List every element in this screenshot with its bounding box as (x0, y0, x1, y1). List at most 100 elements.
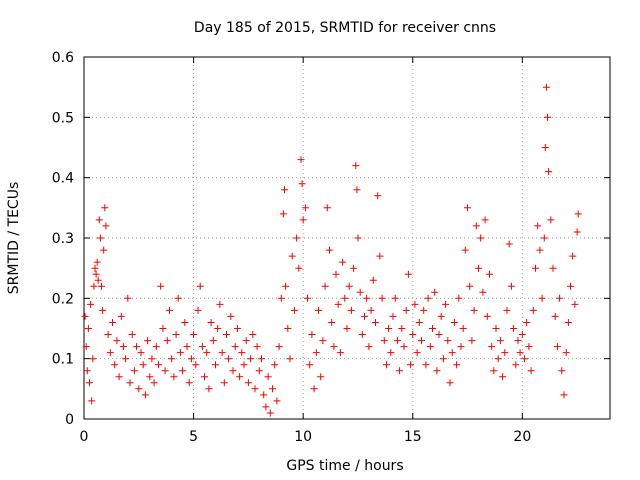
data-point (148, 355, 156, 363)
data-point (573, 228, 581, 236)
chart-title: Day 185 of 2015, SRMTID for receiver cnn… (194, 20, 496, 36)
data-point (106, 349, 114, 357)
data-point (242, 337, 250, 345)
data-point (86, 379, 93, 387)
data-point (223, 331, 230, 338)
data-point (499, 373, 507, 381)
axis-ticks: 0 0.1 0.2 0.3 0.4 0.5 0.6 0 5 10 15 20 (52, 50, 610, 445)
data-point (128, 331, 136, 338)
data-point (407, 361, 415, 369)
data-point (201, 373, 208, 381)
data-point (542, 83, 550, 91)
data-point (534, 222, 542, 230)
data-point (380, 337, 388, 345)
data-point (494, 355, 502, 363)
data-point (240, 361, 248, 369)
data-point (389, 312, 397, 320)
data-point (459, 325, 467, 332)
data-point (369, 276, 377, 284)
data-point (334, 300, 342, 308)
data-point (345, 282, 353, 290)
data-point (341, 294, 349, 302)
data-point (236, 373, 244, 381)
data-point (477, 234, 485, 242)
data-point (109, 319, 116, 326)
data-point (503, 306, 511, 314)
data-point (214, 325, 222, 332)
data-point (133, 343, 141, 351)
data-point (330, 343, 338, 351)
y-tick-label: 0.5 (52, 110, 74, 126)
data-point (299, 216, 307, 224)
plot-frame (83, 56, 611, 420)
data-point (343, 325, 351, 332)
data-point (141, 391, 149, 399)
data-point (549, 264, 557, 272)
data-point (298, 180, 306, 188)
data-point (453, 361, 461, 369)
data-point (444, 337, 452, 345)
data-point (455, 294, 463, 302)
data-point (301, 204, 309, 212)
data-point (479, 288, 487, 296)
data-point (102, 222, 110, 230)
data-point (179, 367, 187, 375)
data-point (461, 246, 469, 254)
data-point (253, 343, 261, 351)
data-point (391, 294, 399, 302)
data-point (319, 337, 327, 345)
data-point (353, 186, 361, 194)
data-point (233, 325, 241, 332)
data-point (95, 216, 103, 224)
data-point (564, 319, 572, 326)
data-point (308, 331, 316, 338)
data-point (304, 294, 311, 302)
data-point (475, 264, 482, 272)
data-point (336, 349, 344, 357)
data-point (249, 331, 257, 338)
data-point (100, 246, 108, 254)
data-point (507, 282, 515, 290)
data-point (332, 270, 340, 278)
data-point (323, 204, 331, 212)
data-point (269, 385, 276, 393)
data-point (181, 319, 189, 326)
data-point (457, 343, 465, 351)
data-point (90, 282, 98, 290)
data-point (569, 252, 577, 260)
data-point (279, 210, 287, 218)
data-point (137, 349, 145, 357)
data-point (413, 349, 421, 357)
data-point (551, 312, 559, 320)
data-point (512, 361, 520, 369)
data-point (135, 385, 143, 393)
data-point (81, 312, 89, 320)
data-point (431, 288, 439, 296)
data-point (398, 325, 406, 332)
data-point (378, 294, 386, 302)
data-point (122, 355, 130, 363)
x-tick-label: 5 (189, 429, 198, 445)
data-point (190, 331, 198, 338)
data-point (82, 343, 90, 351)
data-point (505, 240, 513, 248)
data-point (516, 349, 524, 357)
data-point (321, 282, 329, 290)
data-point (439, 355, 447, 363)
data-point (231, 343, 239, 351)
y-tick-label: 0.6 (52, 50, 74, 66)
data-point (146, 373, 154, 381)
data-point (547, 216, 555, 224)
data-point (273, 397, 281, 405)
data-point (220, 379, 228, 387)
data-point (212, 361, 219, 369)
data-point (264, 373, 272, 381)
data-point (363, 294, 371, 302)
data-point (326, 246, 333, 254)
data-point (83, 367, 91, 375)
data-point (442, 300, 450, 308)
data-point (126, 379, 134, 387)
data-point (558, 367, 566, 375)
grid (84, 57, 610, 419)
